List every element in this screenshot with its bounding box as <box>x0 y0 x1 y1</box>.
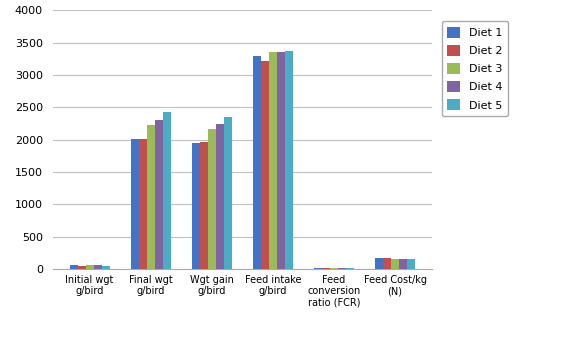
Bar <box>330 268 338 269</box>
Bar <box>200 142 208 269</box>
Bar <box>407 259 415 269</box>
Bar <box>338 268 346 269</box>
Bar <box>224 117 232 269</box>
Bar <box>216 124 224 269</box>
Bar <box>269 52 277 269</box>
Bar <box>261 61 269 269</box>
Bar <box>86 265 93 269</box>
Bar <box>375 258 383 269</box>
Bar <box>102 266 110 269</box>
Legend: Diet 1, Diet 2, Diet 3, Diet 4, Diet 5: Diet 1, Diet 2, Diet 3, Diet 4, Diet 5 <box>442 21 508 116</box>
Bar <box>192 143 200 269</box>
Bar <box>139 139 147 269</box>
Bar <box>346 268 354 269</box>
Bar <box>163 112 171 269</box>
Bar <box>322 268 330 269</box>
Bar <box>253 56 261 269</box>
Bar <box>147 126 155 269</box>
Bar <box>383 258 391 269</box>
Bar <box>78 266 86 269</box>
Bar <box>277 52 285 269</box>
Bar <box>131 139 139 269</box>
Bar <box>155 120 163 269</box>
Bar <box>285 51 293 269</box>
Bar <box>208 129 216 269</box>
Bar <box>70 265 78 269</box>
Bar <box>314 268 322 269</box>
Bar <box>399 259 407 269</box>
Bar <box>391 259 399 269</box>
Bar <box>93 265 102 269</box>
